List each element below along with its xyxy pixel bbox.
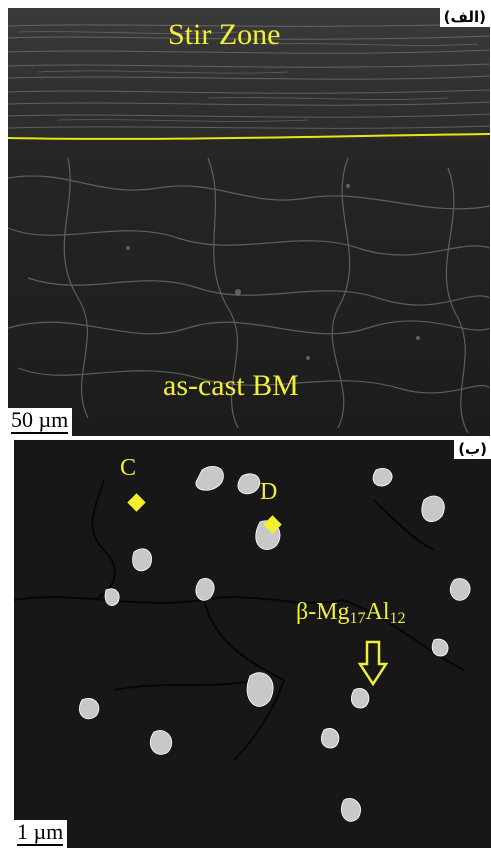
scale-bar-a: 50 µm <box>8 407 73 436</box>
scale-bar-a-label: 50 µm <box>11 407 69 432</box>
scale-bar-b-label: 1 µm <box>17 819 64 844</box>
stir-zone-streaks <box>8 23 490 129</box>
micrograph-panel-a: Stir Zone as-cast BM (الف) 50 µm <box>8 8 490 436</box>
stir-zone-label: Stir Zone <box>168 18 281 51</box>
beta-phase-label: β-Mg17Al12 <box>296 600 406 627</box>
phase-subscript-2: 12 <box>389 610 406 627</box>
marker-d-label: D <box>260 479 278 505</box>
stir-zone-boundary-line <box>8 133 490 140</box>
scale-bar-a-line <box>11 432 69 434</box>
panel-a-tag: (الف) <box>439 8 490 27</box>
micrograph-a-background <box>8 8 490 436</box>
panel-b-tag: (ب) <box>454 440 491 459</box>
micrograph-a-texture <box>8 8 490 436</box>
down-arrow-icon <box>358 640 388 686</box>
micrograph-b-background <box>14 440 491 848</box>
scale-bar-b-line <box>17 844 64 846</box>
micrograph-b-texture <box>14 440 491 848</box>
marker-c-label: C <box>120 455 137 481</box>
beta-phase-particles <box>79 466 471 822</box>
phase-mid: Al <box>365 599 390 625</box>
micrograph-panel-b: (ب) C D β-Mg17Al12 1 µm <box>14 440 491 848</box>
scale-bar-b: 1 µm <box>14 819 68 848</box>
base-metal-network <box>8 157 490 434</box>
phase-subscript-1: 17 <box>349 610 366 627</box>
phase-prefix: β-Mg <box>296 599 350 625</box>
as-cast-bm-label: as-cast BM <box>163 369 299 402</box>
